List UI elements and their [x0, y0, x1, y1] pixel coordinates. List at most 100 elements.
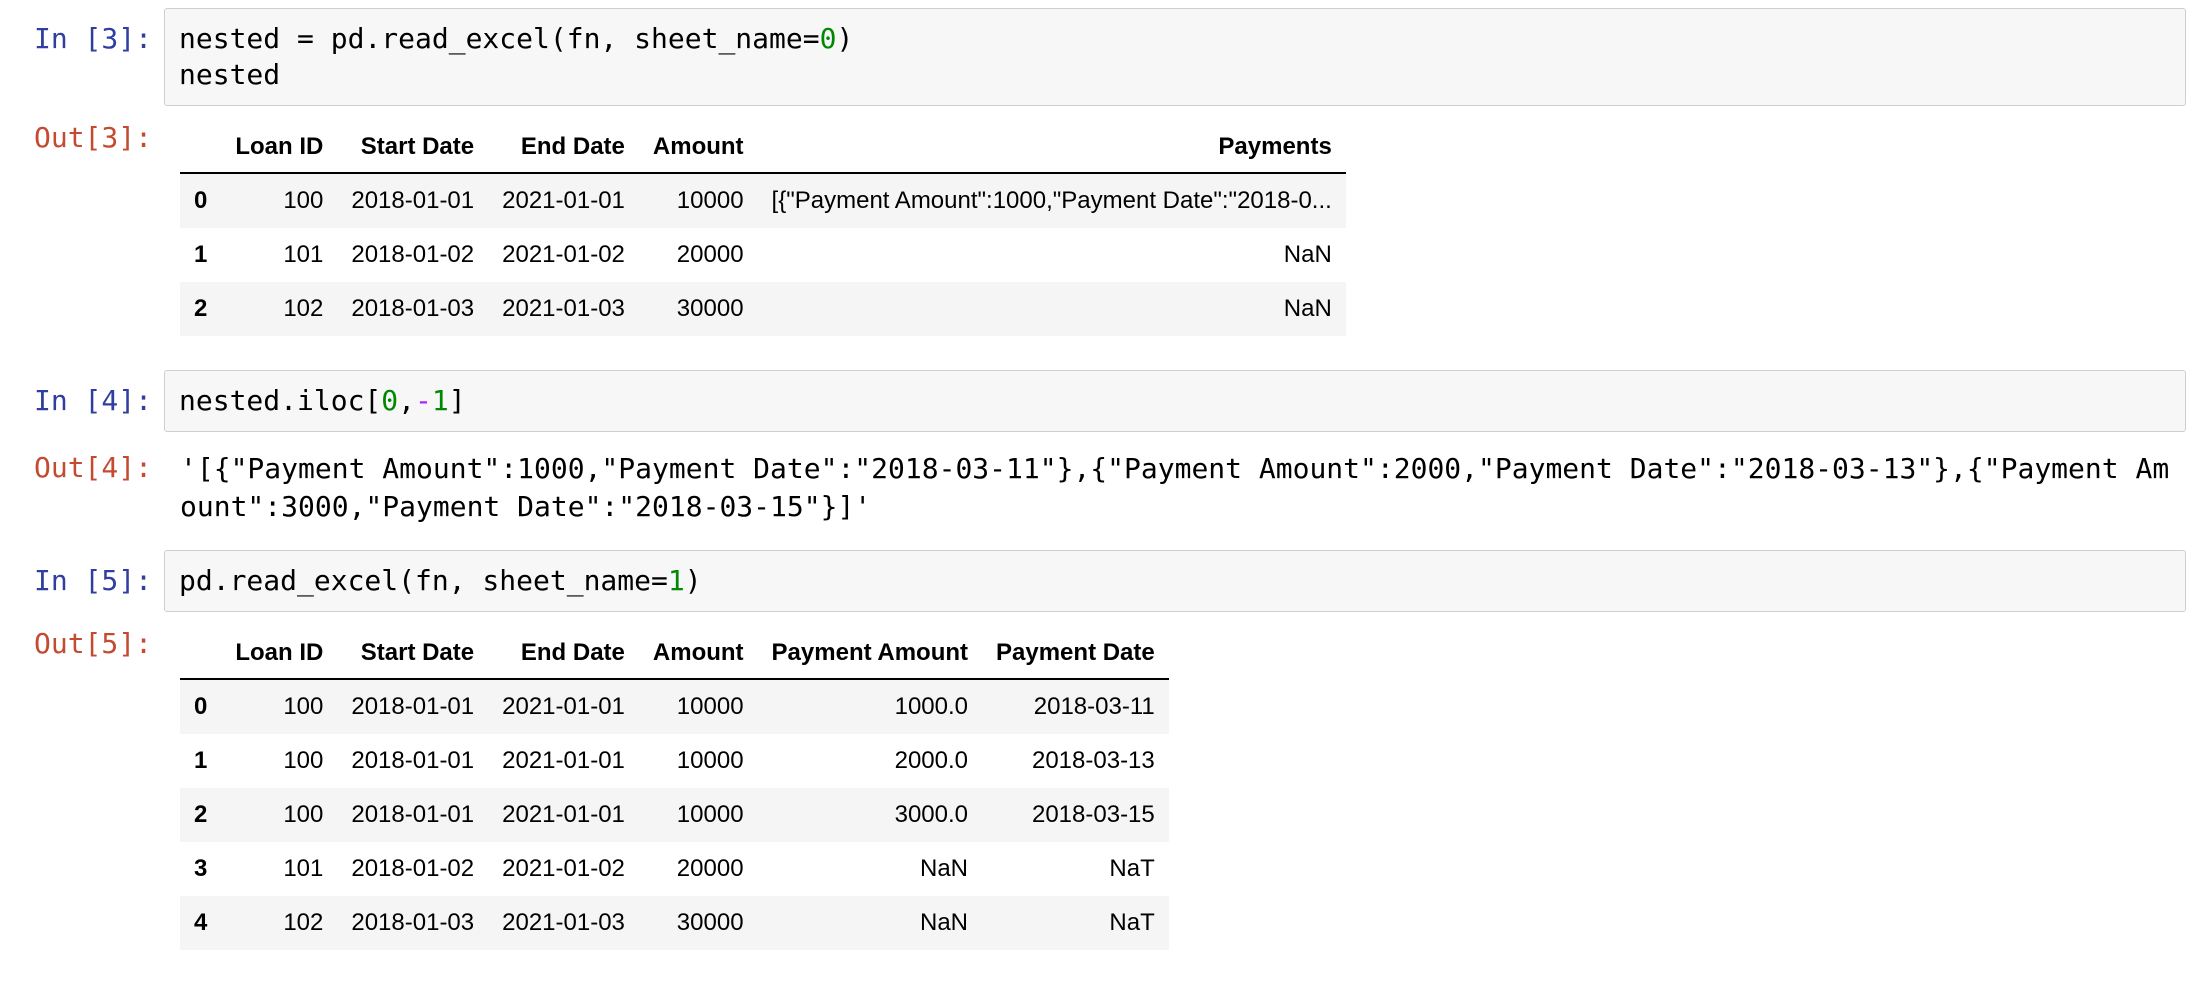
- table-row: 4 102 2018-01-03 2021-01-03 30000 NaN NaT: [180, 896, 1169, 950]
- row-index: 1: [194, 241, 208, 268]
- token-plain: nested = pd.read_excel(fn, sheet_name=: [179, 22, 820, 55]
- table-cell: 10000: [676, 801, 744, 828]
- output-area-4: '[{"Payment Amount":1000,"Payment Date":…: [164, 448, 2186, 526]
- code-cell-4: In [4]: nested.iloc[0,-1]: [14, 370, 2186, 432]
- table-cell: NaN: [1283, 295, 1332, 322]
- table-cell: 100: [283, 187, 324, 214]
- output-prompt-5: Out[5]:: [33, 627, 152, 660]
- token-num: 1: [667, 564, 685, 597]
- table-cell: 1000.0: [894, 693, 969, 720]
- table-cell: NaN: [920, 855, 969, 882]
- table-cell: 2018-01-03: [351, 909, 475, 936]
- row-index: 2: [194, 801, 208, 828]
- table-cell: 101: [283, 241, 324, 268]
- table-cell: 2021-01-03: [502, 909, 625, 936]
- table-row: 1 100 2018-01-01 2021-01-01 10000 2000.0 2018-…: [180, 734, 1169, 788]
- token-num: 1: [431, 384, 449, 417]
- table-cell: 2021-01-03: [502, 295, 625, 322]
- column-header: Start Date: [337, 630, 489, 680]
- column-header: Payment Date: [982, 630, 1169, 680]
- column-header: End Date: [488, 124, 639, 174]
- table-cell: 2018-01-01: [351, 693, 475, 720]
- table-cell: 100: [283, 801, 324, 828]
- table-cell: 2018-01-01: [351, 747, 475, 774]
- table-cell: 3000.0: [894, 801, 969, 828]
- table-cell: 10000: [676, 747, 744, 774]
- table-row: 3 101 2018-01-02 2021-01-02 20000 NaN NaT: [180, 842, 1169, 896]
- code-line: nested: [179, 57, 2171, 93]
- output-prompt-4: Out[4]:: [33, 451, 152, 484]
- table-cell: 2018-03-11: [1033, 693, 1155, 720]
- table-cell: 30000: [676, 295, 744, 322]
- table-cell: NaN: [1283, 241, 1332, 268]
- table-header-row: Loan ID Start Date End Date Amount Payment A…: [180, 630, 1169, 680]
- table-cell: 102: [283, 909, 324, 936]
- table-cell: [{"Payment Amount":1000,"Payment Date":"…: [771, 187, 1332, 214]
- code-cell-3: In [3]: nested = pd.read_excel(fn, sheet…: [14, 8, 2186, 106]
- token-num: 0: [819, 22, 837, 55]
- row-index: 0: [194, 693, 208, 720]
- column-header: [180, 630, 222, 680]
- row-index: 4: [194, 909, 208, 936]
- table-cell: 2018-03-13: [1031, 747, 1155, 774]
- table-cell: 2018-01-01: [351, 801, 475, 828]
- output-cell-5: Out[5]: Loan ID Start Date End Date Amount P…: [14, 624, 2186, 950]
- notebook: In [3]: nested = pd.read_excel(fn, sheet…: [14, 8, 2186, 950]
- output-area-3: Loan ID Start Date End Date Amount Payments 0…: [164, 118, 2186, 336]
- token-plain: ): [684, 564, 702, 597]
- table-cell: 102: [283, 295, 324, 322]
- table-cell: 2018-01-03: [351, 295, 475, 322]
- dataframe-table-out3: Loan ID Start Date End Date Amount Payments 0…: [180, 124, 1346, 336]
- table-cell: 2021-01-01: [502, 747, 625, 774]
- output-cell-4: Out[4]: '[{"Payment Amount":1000,"Paymen…: [14, 448, 2186, 526]
- token-plain: ]: [448, 384, 466, 417]
- input-prompt-4: In [4]:: [33, 384, 152, 417]
- column-header: End Date: [488, 630, 639, 680]
- input-prompt-5: In [5]:: [33, 564, 152, 597]
- code-editor-5[interactable]: pd.read_excel(fn, sheet_name=1): [164, 550, 2186, 612]
- table-cell: 20000: [676, 241, 744, 268]
- table-cell: 2018-01-02: [351, 241, 475, 268]
- table-cell: 30000: [676, 909, 744, 936]
- table-cell: NaT: [1109, 855, 1155, 882]
- table-row: 1 101 2018-01-02 2021-01-02 20000 NaN: [180, 228, 1346, 282]
- row-index: 3: [194, 855, 208, 882]
- table-cell: 100: [283, 693, 324, 720]
- table-cell: 10000: [676, 187, 744, 214]
- table-row: 2 102 2018-01-03 2021-01-03 30000 NaN: [180, 282, 1346, 336]
- column-header: Payment Amount: [757, 630, 983, 680]
- table-cell: 2021-01-01: [502, 187, 625, 214]
- column-header: Loan ID: [221, 630, 338, 680]
- column-header: Start Date: [337, 124, 489, 174]
- code-cell-5: In [5]: pd.read_excel(fn, sheet_name=1): [14, 550, 2186, 612]
- column-header: Amount: [638, 124, 758, 174]
- column-header: Loan ID: [221, 124, 338, 174]
- token-plain: ,: [398, 384, 416, 417]
- table-row: 2 100 2018-01-01 2021-01-01 10000 3000.0 2018-…: [180, 788, 1169, 842]
- code-editor-3[interactable]: nested = pd.read_excel(fn, sheet_name=0)…: [164, 8, 2186, 106]
- table-cell: 2000.0: [894, 747, 969, 774]
- output-string-repr: '[{"Payment Amount":1000,"Payment Date":…: [180, 452, 2170, 523]
- table-cell: 2021-01-01: [502, 801, 625, 828]
- output-cell-3: Out[3]: Loan ID Start Date End Date Amount P…: [14, 118, 2186, 336]
- input-prompt-3: In [3]:: [33, 22, 152, 55]
- table-cell: 2018-03-15: [1031, 801, 1155, 828]
- row-index: 1: [194, 747, 208, 774]
- table-cell: 10000: [676, 693, 744, 720]
- code-editor-4[interactable]: nested.iloc[0,-1]: [164, 370, 2186, 432]
- code-line: pd.read_excel(fn, sheet_name=1): [179, 563, 2171, 599]
- table-cell: NaT: [1109, 909, 1155, 936]
- table-cell: 2021-01-01: [502, 693, 625, 720]
- output-prompt-3: Out[3]:: [33, 121, 152, 154]
- table-cell: 2018-01-01: [351, 187, 475, 214]
- token-plain: ): [836, 22, 854, 55]
- code-line: nested = pd.read_excel(fn, sheet_name=0): [179, 21, 2171, 57]
- token-plain: pd.read_excel(fn, sheet_name=: [179, 564, 668, 597]
- table-cell: 20000: [676, 855, 744, 882]
- row-index: 2: [194, 295, 208, 322]
- code-line: nested.iloc[0,-1]: [179, 383, 2171, 419]
- token-num: 0: [381, 384, 399, 417]
- table-row: 0 100 2018-01-01 2021-01-01 10000 [{"Payment …: [180, 173, 1346, 228]
- column-header: [180, 124, 222, 174]
- row-index: 0: [194, 187, 208, 214]
